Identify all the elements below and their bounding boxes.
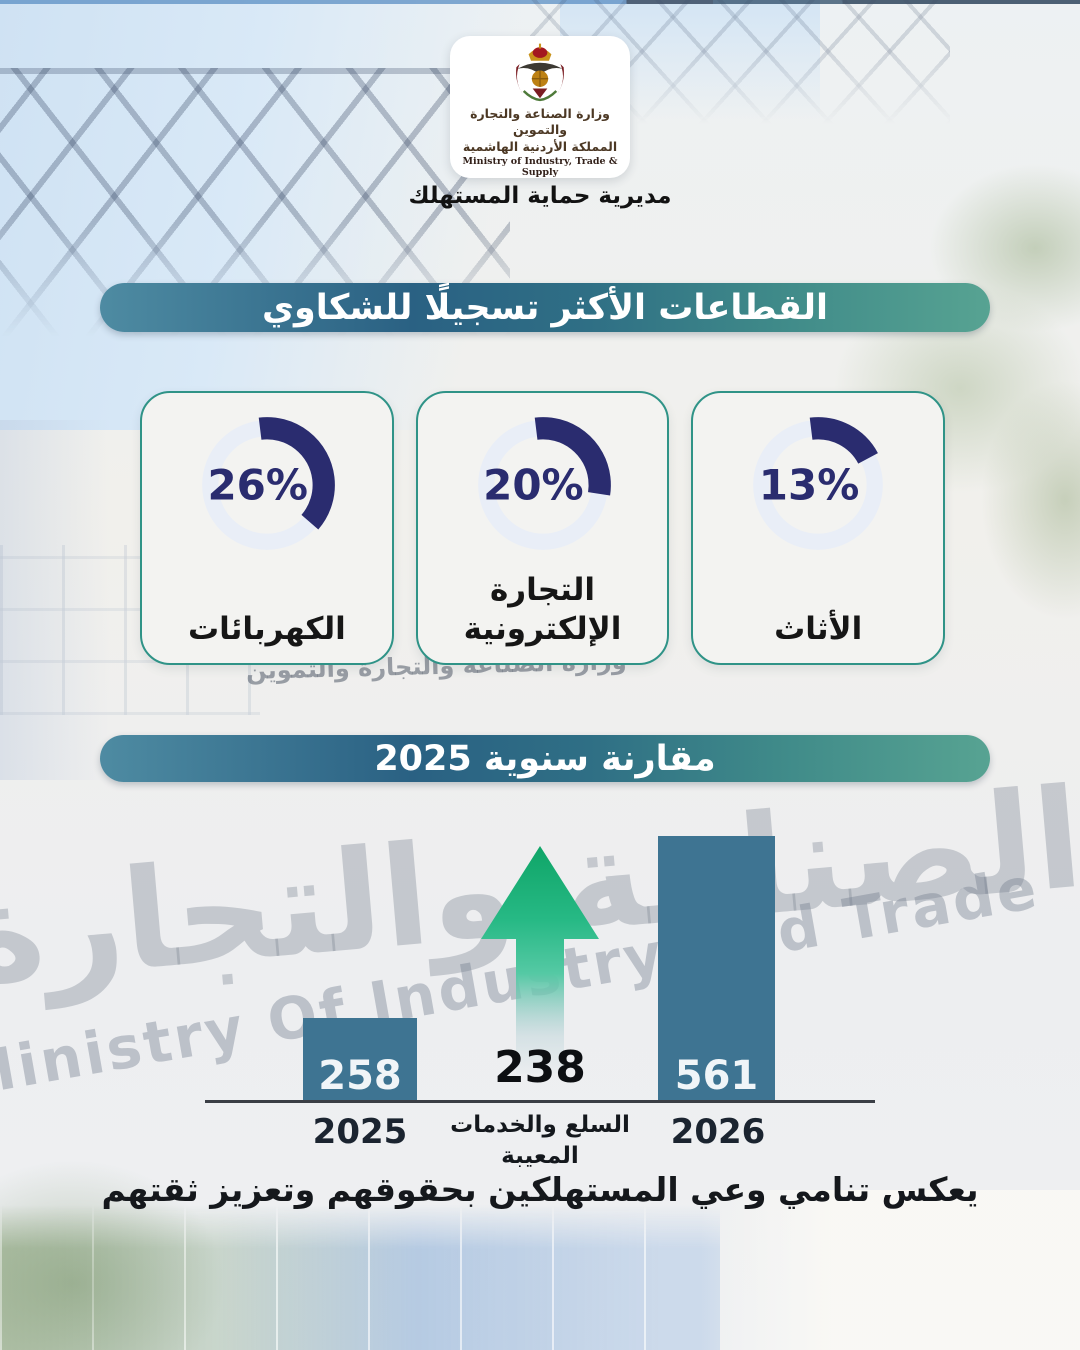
jordan-coat-of-arms-icon: [516, 43, 564, 102]
sectors-banner-title: القطاعات الأكثر تسجيلًا للشكاوي: [261, 287, 829, 328]
comparison-caption: يعكس تنامي وعي المستهلكين بحقوقهم وتعزيز…: [101, 1170, 979, 1209]
bar-2026: 561: [658, 836, 775, 1102]
bar-2025-value: 258: [318, 1053, 402, 1099]
axis-label-2026: 2026: [670, 1112, 766, 1152]
building-corner-bottom-right: [700, 1190, 1080, 1350]
bar-2025: 258: [303, 1018, 417, 1102]
percent-value: 20%: [483, 460, 584, 510]
comparison-banner: مقارنة سنوية 2025: [100, 735, 990, 782]
glass-facade-bottom: [0, 1205, 720, 1350]
sector-label: الكهربائات: [187, 610, 346, 647]
donut-gauge: 26%: [191, 409, 343, 561]
ministry-logo-card: وزارة الصناعة والتجارة والتموين المملكة …: [450, 36, 630, 178]
ministry-name-english: Ministry of Industry, Trade & Supply: [462, 155, 618, 178]
building-left-column: [0, 420, 110, 780]
donut-gauge: 13%: [742, 409, 894, 561]
directorate-title: مديرية حماية المستهلك: [408, 183, 672, 209]
ministry-name-arabic: وزارة الصناعة والتجارة والتموين المملكة …: [462, 106, 618, 154]
axis-label-2025: 2025: [312, 1112, 408, 1152]
sector-card-electronics: 26% الكهربائات: [140, 391, 394, 665]
percent-value: 13%: [758, 460, 860, 510]
sector-label: التجارة الإلكترونية: [463, 572, 622, 647]
sectors-banner: القطاعات الأكثر تسجيلًا للشكاوي: [100, 283, 990, 332]
bar-2026-value: 561: [674, 1053, 759, 1099]
photo-top-edge: [0, 0, 1080, 4]
sector-card-furniture: 13% الأثاث: [691, 391, 946, 665]
trees-bottom-left: [0, 1080, 320, 1350]
sector-label: الأثاث: [774, 610, 863, 647]
sector-card-ecommerce: 20% التجارة الإلكترونية: [415, 391, 670, 665]
comparison-banner-title: مقارنة سنوية 2025: [374, 738, 716, 779]
donut-gauge: 20%: [467, 409, 619, 561]
sector-cards-row: 26% الكهربائات 20% التجارة الإلكترونية 1…: [140, 391, 946, 665]
arrow-category-label: السلع والخدمات المعيبة: [450, 1112, 630, 1170]
arrow-value: 238: [494, 1042, 586, 1093]
chart-baseline: [205, 1100, 875, 1103]
percent-value: 26%: [207, 460, 308, 510]
